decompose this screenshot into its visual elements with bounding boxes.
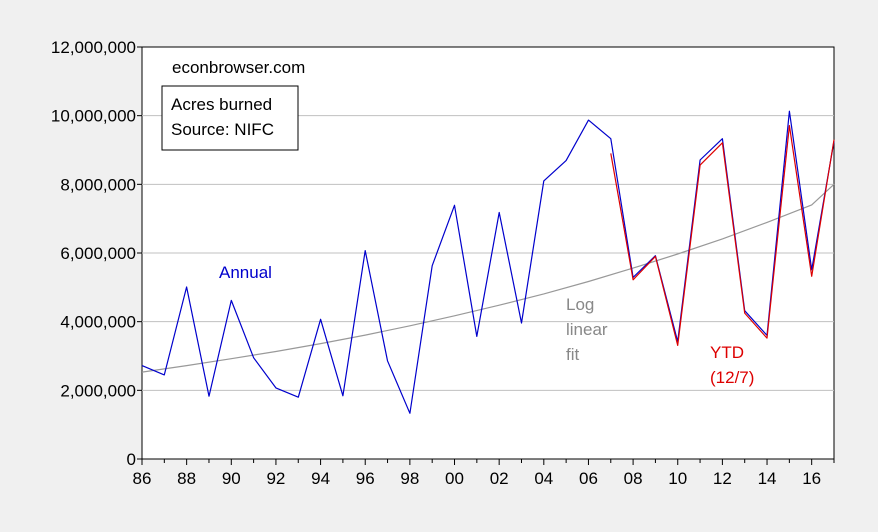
x-tick-label: 08	[624, 469, 643, 488]
fit-label-line-1: Log	[566, 295, 594, 314]
y-tick-label: 4,000,000	[60, 313, 136, 332]
x-tick-label: 92	[266, 469, 285, 488]
x-tick-label: 14	[758, 469, 777, 488]
y-tick-label: 10,000,000	[51, 107, 136, 126]
fit-label-line-3: fit	[566, 345, 580, 364]
y-tick-label: 2,000,000	[60, 381, 136, 400]
x-tick-label: 12	[713, 469, 732, 488]
fit-label-line-2: linear	[566, 320, 608, 339]
x-tick-label: 16	[802, 469, 821, 488]
y-axis-ticks: 0 2,000,000 4,000,000 6,000,000 8,000,000 10,…	[51, 38, 142, 469]
y-tick-label: 8,000,000	[60, 175, 136, 194]
series-lines	[141, 110, 835, 414]
annual-series-label: Annual	[219, 263, 272, 282]
x-tick-label: 10	[668, 469, 687, 488]
legend-line-2: Source: NIFC	[171, 120, 274, 139]
series-line-log-linear-fit	[141, 183, 835, 373]
y-tick-label: 0	[127, 450, 136, 469]
series-line-ytd-12-7	[610, 124, 835, 346]
ytd-label-line-1: YTD	[710, 343, 744, 362]
x-tick-label: 94	[311, 469, 330, 488]
x-tick-label: 04	[534, 469, 553, 488]
x-tick-label: 06	[579, 469, 598, 488]
x-axis-ticks: 86 88 90 92 94 96 98 00 02 04 06 08 10 12 14 16	[133, 459, 835, 488]
legend-line-1: Acres burned	[171, 95, 272, 114]
ytd-label-line-2: (12/7)	[710, 368, 754, 387]
y-tick-label: 12,000,000	[51, 38, 136, 57]
source-watermark: econbrowser.com	[172, 58, 305, 77]
x-tick-label: 98	[400, 469, 419, 488]
x-tick-label: 96	[356, 469, 375, 488]
x-tick-label: 00	[445, 469, 464, 488]
x-tick-label: 02	[490, 469, 509, 488]
x-tick-label: 86	[133, 469, 152, 488]
x-tick-label: 90	[222, 469, 241, 488]
x-tick-label: 88	[177, 469, 196, 488]
series-line-annual	[141, 110, 835, 414]
y-tick-label: 6,000,000	[60, 244, 136, 263]
legend-box	[161, 85, 299, 151]
